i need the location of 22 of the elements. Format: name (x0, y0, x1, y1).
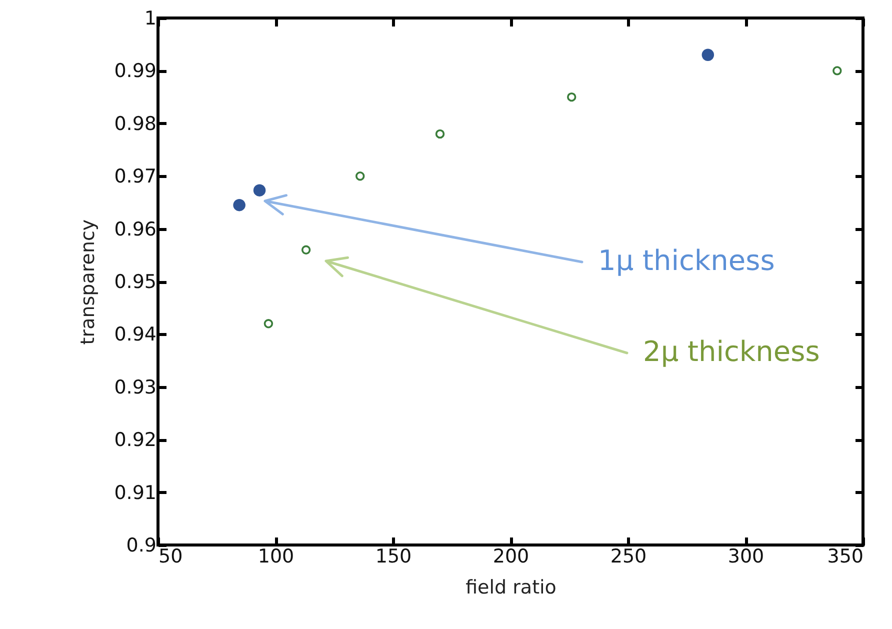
x-tick-label: 300 (728, 546, 764, 568)
x-tick-label: 50 (158, 546, 183, 568)
y-tick-label: 0.93 (114, 376, 156, 398)
y-tick-label: 0.97 (114, 166, 156, 188)
annotation: 1μ thickness (598, 244, 775, 277)
y-tick-label: 0.92 (114, 429, 156, 452)
annotation: 2μ thickness (643, 335, 820, 368)
x-axis-title: field ratio (466, 576, 556, 598)
y-tick-label: 0.98 (114, 112, 156, 135)
y-tick-label: 0.95 (114, 271, 156, 293)
y-tick-label: 0.96 (114, 218, 156, 240)
y-tick-label: 0.9 (126, 534, 156, 556)
y-tick-label: 0.91 (114, 482, 156, 504)
x-tick-label: 350 (827, 546, 864, 568)
y-tick-label: 1 (144, 8, 156, 30)
x-tick-label: 250 (610, 546, 647, 568)
x-tick-label: 150 (375, 546, 412, 568)
y-axis-title: transparency (77, 219, 100, 345)
x-tick-label: 200 (492, 546, 530, 568)
x-tick-label: 100 (258, 546, 294, 568)
y-tick-label: 0.94 (114, 324, 156, 346)
y-tick-label: 0.99 (114, 60, 156, 82)
